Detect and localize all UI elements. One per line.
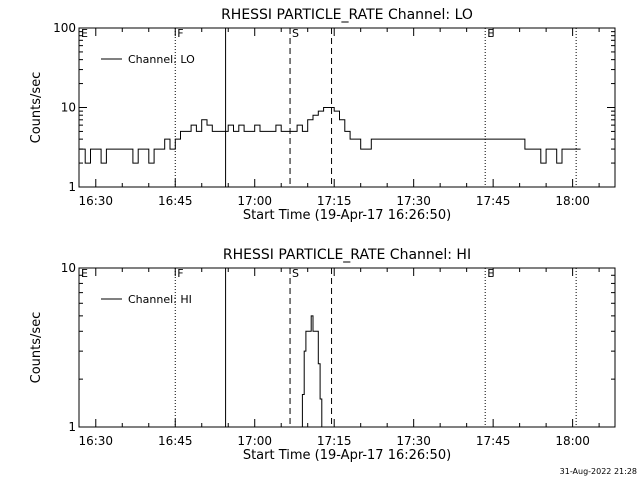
panel1-event-marker-label: E	[487, 27, 494, 40]
panel1-event-marker-label: E	[81, 27, 88, 40]
panel1-x-tick-label: 16:30	[78, 194, 113, 208]
panel1-x-tick-label: 16:45	[158, 194, 193, 208]
footer-timestamp: 31-Aug-2022 21:28	[559, 467, 637, 476]
panel1-chart: RHESSI PARTICLE_RATE Channel: LO Start Ti…	[29, 7, 616, 223]
panel2-x-tick-label: 17:00	[237, 434, 272, 448]
panel1-event-marker-label: F	[177, 27, 183, 40]
panel2-event-marker-label: E	[81, 267, 88, 280]
panel2-plot-frame	[78, 267, 616, 428]
panel2-y-tick-label: 1	[68, 420, 76, 434]
panel2-y-axis-label: Counts/sec	[29, 312, 44, 384]
panel1-legend-label: Channel: LO	[128, 53, 195, 66]
panel1-title: RHESSI PARTICLE_RATE Channel: LO	[221, 7, 473, 23]
panel1-y-axis-label: Counts/sec	[29, 72, 44, 144]
panel2-legend-label: Channel: HI	[128, 293, 192, 306]
panel2-chart: RHESSI PARTICLE_RATE Channel: HI Start Ti…	[29, 247, 616, 463]
panel1-x-tick-label: 18:00	[555, 194, 590, 208]
panel1-plot-frame	[78, 27, 616, 188]
panel1-x-tick-label: 17:45	[476, 194, 511, 208]
panel2-title: RHESSI PARTICLE_RATE Channel: HI	[223, 247, 471, 263]
panel2-x-tick-label: 18:00	[555, 434, 590, 448]
panel1-y-tick-label: 100	[53, 21, 76, 35]
panel2-y-tick-label: 10	[61, 261, 76, 275]
panel2-x-tick-label: 17:45	[476, 434, 511, 448]
panel1-series-line-0	[79, 107, 581, 164]
panel1-x-tick-label: 17:30	[396, 194, 431, 208]
panel2-x-tick-label: 17:15	[317, 434, 352, 448]
panel1-y-tick-label: 1	[68, 180, 76, 194]
panel2-x-axis-label: Start Time (19-Apr-17 16:26:50)	[243, 448, 451, 463]
panel2-x-tick-label: 16:45	[158, 434, 193, 448]
panel1-x-tick-label: 17:15	[317, 194, 352, 208]
panel1-y-tick-label: 10	[61, 101, 76, 115]
panel1-x-axis-label: Start Time (19-Apr-17 16:26:50)	[243, 208, 451, 223]
panel2-event-marker-label: E	[487, 267, 494, 280]
panel1-event-marker-label: S	[292, 27, 299, 40]
panel2-x-tick-label: 16:30	[78, 434, 113, 448]
panel2-event-marker-label: S	[292, 267, 299, 280]
panel2-x-tick-label: 17:30	[396, 434, 431, 448]
panel2-event-marker-label: F	[177, 267, 183, 280]
panel1-x-tick-label: 17:00	[237, 194, 272, 208]
panel2-series-line-0	[300, 315, 325, 428]
